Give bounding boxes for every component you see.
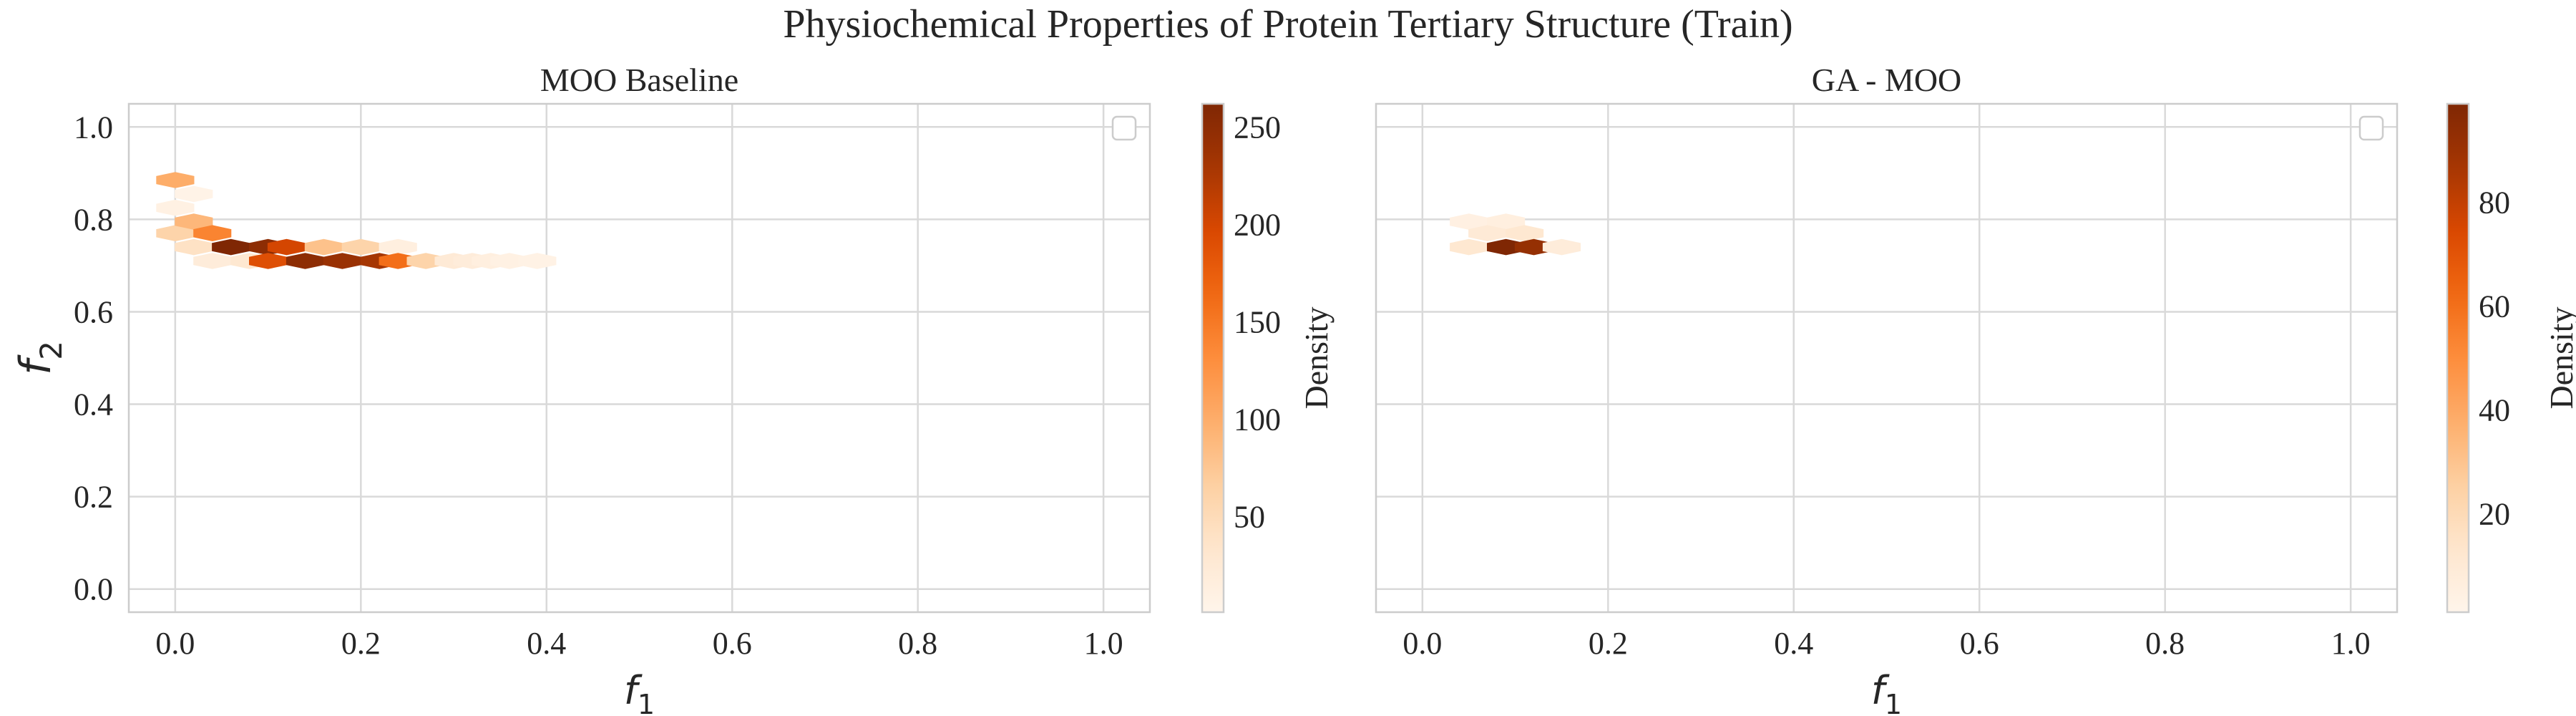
hexbin-cell — [1506, 225, 1544, 241]
hexbin-cell — [379, 238, 417, 256]
hexbin-cell — [323, 253, 361, 269]
hexbin-layer — [1450, 213, 1581, 256]
y-axis-label: f2 — [11, 341, 69, 375]
hexbin-cell — [341, 238, 380, 256]
x-tick-label: 0.6 — [1960, 626, 1999, 661]
colorbar — [2446, 102, 2470, 614]
x-tick-label: 1.0 — [1084, 626, 1123, 661]
colorbar-tick-label: 150 — [1234, 305, 1281, 340]
x-tick-label: 0.2 — [341, 626, 381, 661]
hexbin-cell — [156, 199, 195, 216]
x-axis-label: f1 — [624, 668, 655, 716]
panel-moo-baseline: MOO Baseline 0.0 0.2 0.4 0.6 0.8 1.0 0.0 0.2 0.4 0… — [11, 62, 1335, 716]
colorbar-tick-label: 60 — [2479, 289, 2510, 324]
panel-ga-moo: GA - MOO 0.0 0.2 0.4 0.6 0.8 1.0 f1 20 40 60 80 Dens… — [1375, 62, 2576, 716]
hexbin-cell — [175, 185, 213, 203]
x-tick-label: 0.0 — [155, 626, 195, 661]
x-tick-label: 0.2 — [1589, 626, 1628, 661]
legend-box — [1111, 115, 1137, 141]
hexbin-cell — [175, 213, 213, 230]
x-tick-label: 0.4 — [527, 626, 566, 661]
hexbin-cell — [249, 253, 288, 269]
hexbin-cell — [1450, 238, 1488, 256]
plot-area — [1376, 104, 2397, 612]
hexbin-cell — [304, 238, 343, 256]
hexbin-cell — [193, 225, 232, 241]
hexbin-cell — [193, 253, 232, 269]
hexbin-layer — [156, 172, 557, 269]
colorbar-tick-label: 200 — [1234, 208, 1281, 243]
hexbin-cell — [286, 253, 325, 269]
plot-area — [129, 104, 1150, 612]
hexbin-cell — [175, 238, 213, 256]
hexbin-cell — [267, 238, 306, 256]
colorbar-tick-label: 250 — [1234, 110, 1281, 145]
x-tick-label: 0.0 — [1402, 626, 1442, 661]
y-tick-label: 0.8 — [74, 202, 113, 237]
hexbin-cell — [212, 238, 250, 256]
hexbin-cell — [1487, 213, 1526, 230]
x-tick-label: 0.6 — [713, 626, 752, 661]
hexbin-cell — [1450, 213, 1488, 230]
hexbin-cell — [1542, 238, 1581, 256]
subplot-title: MOO Baseline — [540, 62, 738, 98]
legend-box — [2358, 115, 2384, 141]
x-tick-label: 0.8 — [898, 626, 937, 661]
colorbar-tick-label: 100 — [1234, 402, 1281, 437]
hexbin-cell — [1468, 225, 1507, 241]
x-tick-label: 0.8 — [2145, 626, 2185, 661]
colorbar-tick-label: 80 — [2479, 185, 2510, 221]
y-tick-label: 0.6 — [74, 294, 113, 329]
colorbar-tick-label: 40 — [2479, 392, 2510, 427]
colorbar-tick-label: 20 — [2479, 496, 2510, 531]
y-tick-label: 0.2 — [74, 480, 113, 515]
figure-title: Physiochemical Properties of Protein Ter… — [783, 2, 1792, 47]
subplot-title: GA - MOO — [1812, 62, 1962, 98]
colorbar-label: Density — [1298, 306, 1335, 409]
colorbar-label: Density — [2543, 306, 2576, 409]
x-tick-label: 1.0 — [2331, 626, 2371, 661]
axes-frame — [127, 102, 1151, 614]
colorbar-tick-label: 50 — [1234, 500, 1265, 535]
hexbin-cell — [156, 225, 195, 241]
hexbin-cell — [518, 253, 557, 269]
y-tick-label: 1.0 — [74, 110, 113, 145]
y-tick-label: 0.0 — [74, 572, 113, 607]
x-axis-label: f1 — [1871, 668, 1902, 716]
colorbar — [1201, 102, 1225, 614]
x-tick-label: 0.4 — [1774, 626, 1813, 661]
y-tick-label: 0.4 — [74, 387, 113, 422]
axes-frame — [1375, 102, 2399, 614]
hexbin-cell — [156, 172, 195, 188]
